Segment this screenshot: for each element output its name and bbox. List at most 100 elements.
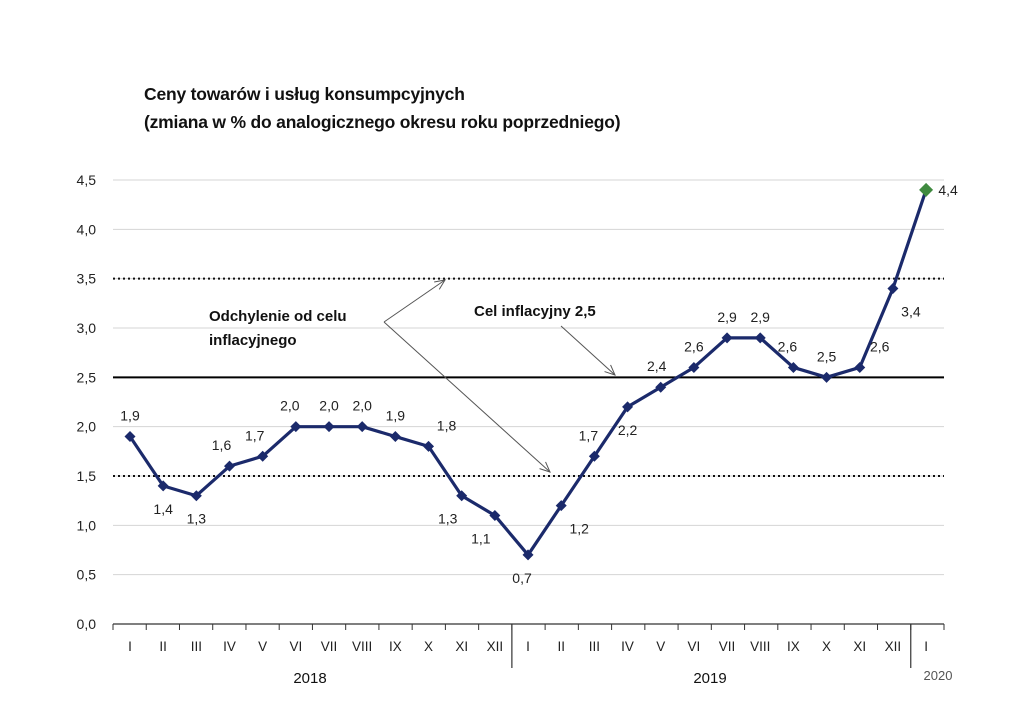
cpi-series xyxy=(124,182,934,561)
band-arrow-lower xyxy=(383,321,551,473)
target-annotation: Cel inflacyjny 2,5 xyxy=(474,303,596,320)
data-label: 1,7 xyxy=(245,427,265,443)
data-label: 2,4 xyxy=(647,358,667,374)
x-tick-label: IX xyxy=(787,639,800,654)
data-point xyxy=(688,361,700,373)
x-tick-label: VIII xyxy=(750,639,770,654)
data-label: 0,7 xyxy=(512,570,532,586)
y-tick-label: 1,5 xyxy=(77,468,97,484)
x-axis: I II III IV V VI VII VIII IX X XI XII I II III IV V VI VII… xyxy=(112,623,953,687)
x-tick-label: X xyxy=(822,639,831,654)
band-arrow-upper-head xyxy=(434,279,447,290)
x-tick-label: I xyxy=(924,639,928,654)
x-tick-label: I xyxy=(128,639,132,654)
data-label: 1,6 xyxy=(212,437,232,453)
x-tick-label: VII xyxy=(321,639,338,654)
data-point xyxy=(887,283,899,295)
y-tick-label: 3,0 xyxy=(77,320,97,336)
data-label: 2,2 xyxy=(618,422,638,438)
data-point xyxy=(456,490,468,502)
x-tick-label: XI xyxy=(853,639,866,654)
band-annotation-line2: inflacyjnego xyxy=(209,332,297,349)
chart-title-block: Ceny towarów i usług konsumpcyjnych (zmi… xyxy=(144,80,621,136)
data-point xyxy=(555,500,567,512)
x-tick-label: XI xyxy=(455,639,468,654)
band-arrow-upper xyxy=(383,279,446,323)
data-point xyxy=(323,421,335,433)
data-point xyxy=(854,361,866,373)
data-label: 4,4 xyxy=(938,182,958,198)
y-tick-label: 1,0 xyxy=(77,517,97,533)
data-label: 1,9 xyxy=(386,408,406,424)
target-arrow-head xyxy=(604,364,616,376)
data-label: 1,4 xyxy=(153,501,173,517)
data-point xyxy=(522,549,534,561)
y-axis-ticks: 0,0 0,5 1,0 1,5 2,0 2,5 3,0 3,5 4,0 4,5 xyxy=(77,172,97,632)
reference-lines xyxy=(113,277,944,477)
data-label: 1,3 xyxy=(438,511,458,527)
data-point xyxy=(821,371,833,383)
chart-subtitle: (zmiana w % do analogicznego okresu roku… xyxy=(144,112,621,132)
data-point xyxy=(124,431,136,443)
data-point xyxy=(787,361,799,373)
x-tick-label: VI xyxy=(688,639,701,654)
x-tick-label: V xyxy=(258,639,267,654)
band-annotation-line1: Odchylenie od celu xyxy=(209,308,347,325)
year-label-2020: 2020 xyxy=(924,668,953,683)
x-tick-label: X xyxy=(424,639,433,654)
data-label: 1,9 xyxy=(120,408,140,424)
data-label: 3,4 xyxy=(901,304,921,320)
data-label: 2,0 xyxy=(280,398,300,414)
data-label: 1,3 xyxy=(187,511,207,527)
data-point xyxy=(655,381,667,393)
data-point-last xyxy=(919,182,934,197)
year-label-2018: 2018 xyxy=(293,670,326,687)
year-label-2019: 2019 xyxy=(693,670,726,687)
x-tick-label: III xyxy=(589,639,600,654)
x-tick-label: V xyxy=(656,639,665,654)
x-tick-label: IV xyxy=(621,639,634,654)
data-label: 2,0 xyxy=(319,398,339,414)
data-point xyxy=(622,401,634,413)
band-arrow-lower-head xyxy=(539,461,551,473)
data-point xyxy=(754,332,766,344)
data-label: 2,9 xyxy=(750,309,770,325)
x-tick-label: VII xyxy=(719,639,736,654)
data-point xyxy=(290,421,302,433)
x-tick-label: VIII xyxy=(352,639,372,654)
data-point xyxy=(356,421,368,433)
data-point xyxy=(224,460,236,472)
data-label: 2,6 xyxy=(870,338,890,354)
y-tick-label: 4,0 xyxy=(77,221,97,237)
x-tick-label: I xyxy=(526,639,530,654)
y-tick-label: 0,5 xyxy=(77,567,97,583)
data-label: 1,1 xyxy=(471,530,491,546)
data-point xyxy=(423,440,435,452)
target-arrow xyxy=(560,325,616,376)
x-tick-label: VI xyxy=(289,639,302,654)
x-tick-label: II xyxy=(159,639,167,654)
y-tick-label: 3,5 xyxy=(77,271,97,287)
data-label: 1,2 xyxy=(569,521,589,537)
data-point xyxy=(157,480,169,492)
y-tick-label: 4,5 xyxy=(77,172,97,188)
x-tick-label: II xyxy=(557,639,565,654)
x-tick-label: IX xyxy=(389,639,402,654)
y-tick-label: 2,5 xyxy=(77,369,97,385)
series-line xyxy=(128,189,928,557)
data-label: 2,6 xyxy=(684,338,704,354)
data-point xyxy=(257,450,269,462)
data-point xyxy=(489,509,501,521)
x-tick-label: XII xyxy=(885,639,902,654)
data-point xyxy=(190,490,202,502)
x-tick-label: XII xyxy=(487,639,504,654)
x-tick-label: III xyxy=(191,639,202,654)
annotations: Odchylenie od celu inflacyjnego Cel infl… xyxy=(209,279,616,473)
data-point xyxy=(389,431,401,443)
y-tick-label: 2,0 xyxy=(77,419,97,435)
data-label: 2,0 xyxy=(352,398,372,414)
chart-title: Ceny towarów i usług konsumpcyjnych xyxy=(144,84,465,104)
data-label: 2,9 xyxy=(717,309,737,325)
data-label: 1,8 xyxy=(437,417,457,433)
